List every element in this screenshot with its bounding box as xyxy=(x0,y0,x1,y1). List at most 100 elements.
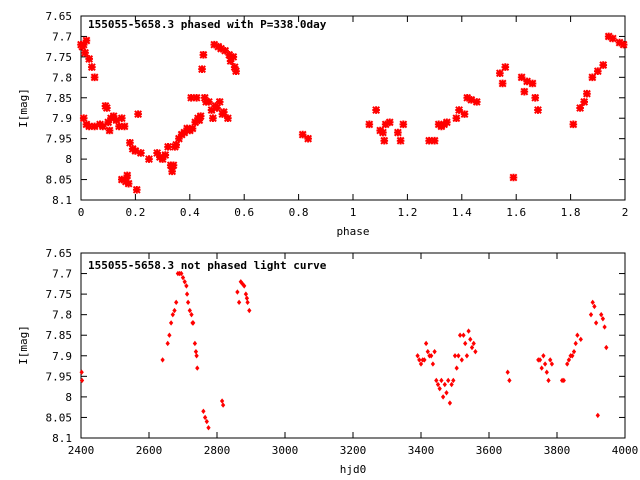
data-point xyxy=(517,73,526,82)
data-point xyxy=(379,128,387,137)
data-point xyxy=(599,311,604,318)
data-point xyxy=(220,402,226,408)
x-tick-label: 3000 xyxy=(272,444,299,457)
data-point xyxy=(221,46,230,55)
data-point xyxy=(244,295,250,301)
data-point xyxy=(202,414,208,421)
data-point xyxy=(507,377,512,384)
data-point xyxy=(440,394,446,400)
data-point xyxy=(498,79,507,88)
data-point xyxy=(456,353,461,359)
data-point xyxy=(452,114,461,123)
data-point xyxy=(570,353,575,359)
data-point xyxy=(423,340,429,347)
data-point xyxy=(79,114,88,123)
data-point xyxy=(245,299,250,306)
data-point xyxy=(215,97,224,106)
data-point xyxy=(191,118,200,127)
data-point xyxy=(457,332,463,338)
x-tick-label: 3800 xyxy=(544,444,571,457)
data-point xyxy=(495,69,504,78)
data-point xyxy=(429,353,434,359)
y-tick-label: 8.05 xyxy=(46,411,73,424)
data-point xyxy=(593,67,602,76)
data-point xyxy=(193,348,199,355)
data-point xyxy=(213,104,221,112)
y-tick-label: 7.7 xyxy=(52,30,72,43)
x-tick-label: 0.2 xyxy=(125,206,145,219)
data-point xyxy=(602,324,607,330)
data-point xyxy=(417,357,422,363)
data-point xyxy=(170,311,175,318)
data-point xyxy=(460,110,469,119)
data-point xyxy=(82,36,91,45)
data-point xyxy=(169,161,178,170)
y-axis-label: I[mag] xyxy=(17,88,30,128)
data-point xyxy=(153,149,162,157)
data-point xyxy=(172,307,177,314)
data-point xyxy=(548,357,553,363)
y-tick-label: 7.8 xyxy=(52,309,72,322)
data-point xyxy=(187,307,192,314)
data-point xyxy=(104,118,113,127)
x-axis-label: phase xyxy=(336,225,369,238)
data-point xyxy=(161,151,170,159)
y-tick-label: 7.85 xyxy=(46,329,73,342)
data-point xyxy=(204,418,209,425)
data-point xyxy=(537,357,543,363)
data-point xyxy=(454,365,459,371)
y-tick-label: 7.65 xyxy=(46,10,73,23)
data-point xyxy=(381,120,390,129)
data-point xyxy=(298,130,307,139)
data-point xyxy=(541,353,546,359)
data-point xyxy=(588,311,594,318)
data-point xyxy=(123,171,132,180)
data-point xyxy=(79,369,84,375)
chart-title: 155055-5658.3 phased with P=338.0day xyxy=(88,18,327,31)
y-tick-label: 7.9 xyxy=(52,112,72,125)
y-tick-label: 8.1 xyxy=(52,194,72,207)
y-tick-label: 8.05 xyxy=(46,174,73,187)
data-point xyxy=(435,381,441,388)
data-point xyxy=(304,134,313,143)
data-point xyxy=(165,340,170,347)
data-point xyxy=(542,361,548,367)
x-tick-label: 2600 xyxy=(136,444,163,457)
y-tick-label: 8.1 xyxy=(52,432,72,445)
data-point xyxy=(179,270,184,277)
data-point xyxy=(422,357,427,363)
data-point xyxy=(528,79,537,88)
data-point xyxy=(243,291,249,297)
y-tick-label: 7.7 xyxy=(52,268,72,281)
data-point xyxy=(167,332,172,338)
x-tick-label: 0 xyxy=(78,206,85,219)
data-point xyxy=(196,112,205,121)
data-point xyxy=(191,320,196,326)
data-point xyxy=(182,279,187,285)
data-point xyxy=(180,128,189,137)
data-point xyxy=(608,34,617,43)
data-point xyxy=(580,97,589,106)
data-point xyxy=(430,136,439,145)
data-point xyxy=(449,381,454,388)
data-point xyxy=(466,328,471,334)
data-point xyxy=(98,122,107,131)
data-point xyxy=(229,52,238,61)
x-tick-label: 4000 xyxy=(612,444,639,457)
data-point xyxy=(194,353,199,359)
y-tick-label: 7.75 xyxy=(46,51,73,64)
data-point xyxy=(590,299,595,306)
data-point xyxy=(385,118,394,127)
data-point xyxy=(206,425,211,431)
data-point xyxy=(102,104,111,112)
data-point xyxy=(85,55,94,63)
data-point xyxy=(472,97,481,106)
data-point xyxy=(473,348,478,355)
data-point xyxy=(464,353,470,359)
data-point xyxy=(442,118,451,127)
data-point xyxy=(90,73,99,82)
x-tick-label: 2 xyxy=(622,206,629,219)
data-point xyxy=(593,320,599,326)
data-point xyxy=(209,114,217,123)
data-point xyxy=(396,136,405,145)
